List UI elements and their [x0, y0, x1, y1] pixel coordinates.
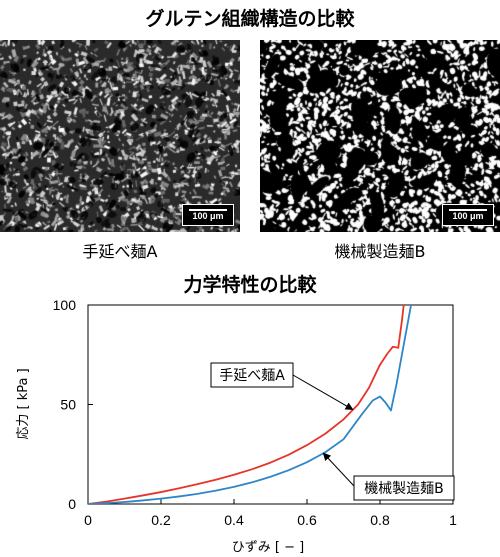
- callout-b-arrow: [322, 452, 355, 487]
- callout-a-label: 手延べ麺A: [219, 368, 285, 384]
- y-tick-label: 50: [60, 397, 76, 413]
- callout-b-label: 機械製造麺B: [364, 481, 444, 497]
- micrograph-b-scale-label: 100 μm: [452, 211, 484, 221]
- micrograph-b-caption: 機械製造麺B: [334, 242, 426, 261]
- series-line-a: [88, 305, 405, 504]
- y-tick-label: 100: [53, 297, 77, 313]
- plot-frame: [87, 304, 454, 505]
- x-tick-label: 0.2: [151, 512, 171, 528]
- callout-a-arrow: [292, 374, 354, 410]
- micrograph-a-scale-label: 100 μm: [192, 211, 224, 221]
- x-tick-label: 1: [449, 512, 457, 528]
- x-tick-label: 0.8: [370, 512, 390, 528]
- chart-title: 力学特性の比較: [183, 274, 317, 296]
- callout-a-box: [210, 362, 294, 388]
- y-tick-label: 0: [68, 496, 76, 512]
- micrograph-a-scale-line: [189, 209, 227, 211]
- micrograph-b-scale-line: [449, 209, 487, 211]
- x-tick-label: 0.4: [224, 512, 244, 528]
- x-tick-label: 0.6: [297, 512, 317, 528]
- micrograph-a-image: 100 μm: [0, 40, 240, 232]
- callout-b-box: [353, 475, 455, 501]
- micrograph-b-scale-bar: 100 μm: [442, 204, 494, 226]
- micrograph-a-caption: 手延べ麺A: [82, 242, 158, 261]
- micrograph-a-texture: [0, 40, 240, 232]
- x-axis-label: ひずみ [ − ]: [232, 540, 304, 555]
- x-tick-label: 0: [84, 512, 92, 528]
- micrograph-b-texture: [260, 40, 500, 232]
- micrograph-b-image: 100 μm: [260, 40, 500, 232]
- figure-top-title: グルテン組織構造の比較: [145, 8, 355, 30]
- y-axis-label: 応力 [ kPa ]: [16, 368, 31, 439]
- series-line-b: [88, 305, 412, 504]
- micrograph-a-scale-bar: 100 μm: [182, 204, 234, 226]
